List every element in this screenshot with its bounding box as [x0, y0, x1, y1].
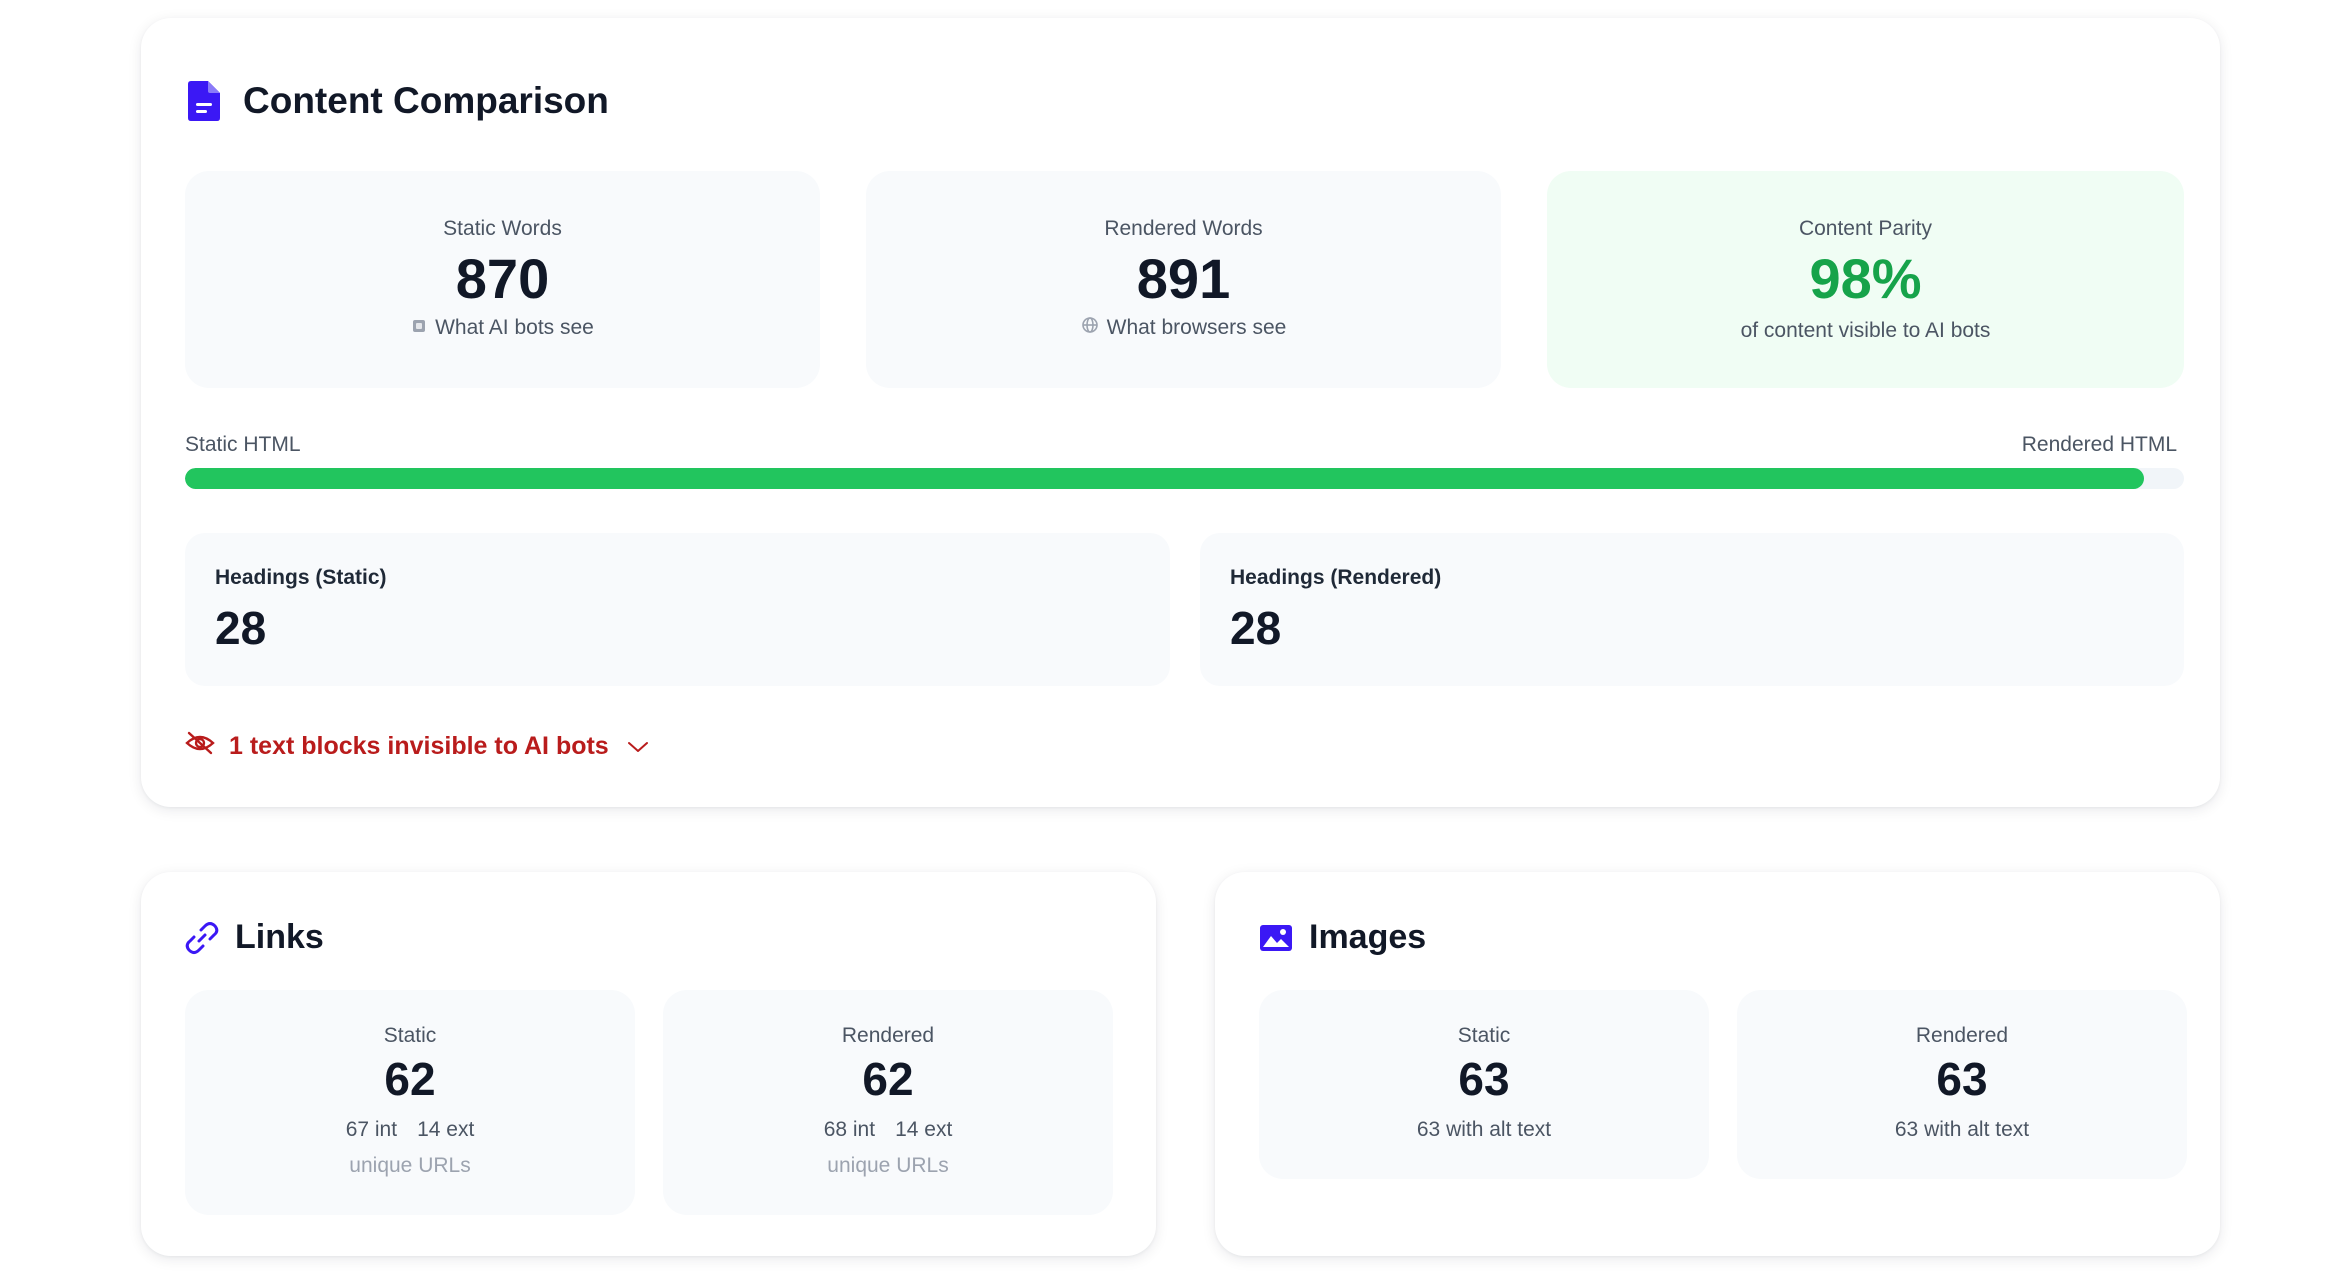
images-rendered-label: Rendered [1915, 1024, 2009, 1047]
links-rendered-box: Rendered 62 68 int 14 ext unique URLs [663, 990, 1113, 1215]
globe-icon [1081, 316, 1099, 340]
images-static-label: Static [1457, 1024, 1511, 1047]
links-header: Links [185, 918, 324, 957]
headings-rendered-box: Headings (Rendered) 28 [1200, 533, 2184, 686]
headings-static-box: Headings (Static) 28 [185, 533, 1170, 686]
links-static-ext: 14 ext [417, 1118, 475, 1141]
links-rendered-int: 68 int [823, 1118, 876, 1141]
content-comparison-header: Content Comparison [187, 80, 609, 122]
bar-left-label: Static HTML [185, 433, 301, 456]
links-static-label: Static [383, 1024, 437, 1047]
image-icon [1259, 924, 1293, 952]
static-words-label: Static Words [443, 217, 562, 240]
rendered-words-value: 891 [1136, 247, 1231, 310]
links-static-value: 62 [384, 1053, 436, 1105]
headings-rendered-label: Headings (Rendered) [1230, 566, 1442, 589]
links-static-note: unique URLs [349, 1154, 471, 1177]
links-static-box: Static 62 67 int 14 ext unique URLs [185, 990, 635, 1215]
links-card: Links Static 62 67 int 14 ext unique URL… [141, 872, 1156, 1256]
bar-right-label: Rendered HTML [2021, 433, 2177, 456]
invisible-blocks-text: 1 text blocks invisible to AI bots [229, 732, 609, 760]
parity-bar-track [185, 468, 2184, 489]
content-parity-label: Content Parity [1798, 217, 1933, 240]
links-title: Links [235, 918, 324, 956]
static-words-value: 870 [455, 247, 550, 310]
images-rendered-box: Rendered 63 63 with alt text [1737, 990, 2187, 1179]
content-parity-box: Content Parity 98% of content visible to… [1547, 171, 2184, 388]
chevron-down-icon [627, 732, 649, 761]
content-comparison-title: Content Comparison [243, 80, 609, 121]
static-words-box: Static Words 870 What AI bots see [185, 171, 820, 388]
chip-icon [411, 316, 427, 340]
images-rendered-sub: 63 with alt text [1894, 1118, 2030, 1141]
static-words-sub: What AI bots see [185, 316, 820, 340]
headings-static-label: Headings (Static) [215, 566, 387, 589]
images-rendered-value: 63 [1936, 1053, 1988, 1105]
images-card: Images Static 63 63 with alt text Render… [1215, 872, 2220, 1256]
rendered-words-sub-text: What browsers see [1106, 316, 1287, 339]
rendered-words-label: Rendered Words [1104, 217, 1263, 240]
parity-bar-fill [185, 468, 2145, 489]
links-static-counts: 67 int 14 ext [185, 1118, 635, 1142]
links-rendered-value: 62 [862, 1053, 914, 1105]
links-rendered-counts: 68 int 14 ext [663, 1118, 1113, 1142]
content-comparison-card: Content Comparison Static Words 870 What… [141, 18, 2220, 807]
content-parity-value: 98% [1809, 247, 1922, 310]
link-icon [185, 921, 219, 955]
rendered-words-box: Rendered Words 891 What browsers see [866, 171, 1501, 388]
links-static-int: 67 int [345, 1118, 398, 1141]
eye-off-icon [185, 731, 215, 762]
links-rendered-note: unique URLs [827, 1154, 949, 1177]
images-static-value: 63 [1458, 1053, 1510, 1105]
content-parity-sub: of content visible to AI bots [1740, 319, 1991, 342]
invisible-blocks-toggle[interactable]: 1 text blocks invisible to AI bots [185, 731, 649, 762]
document-icon [187, 81, 221, 121]
static-words-sub-text: What AI bots see [435, 316, 594, 339]
rendered-words-sub: What browsers see [866, 316, 1501, 340]
images-header: Images [1259, 918, 1426, 957]
images-static-box: Static 63 63 with alt text [1259, 990, 1709, 1179]
headings-static-value: 28 [215, 602, 267, 654]
images-title: Images [1309, 918, 1427, 956]
links-rendered-label: Rendered [841, 1024, 935, 1047]
headings-rendered-value: 28 [1230, 602, 1282, 654]
images-static-sub: 63 with alt text [1416, 1118, 1552, 1141]
links-rendered-ext: 14 ext [895, 1118, 953, 1141]
